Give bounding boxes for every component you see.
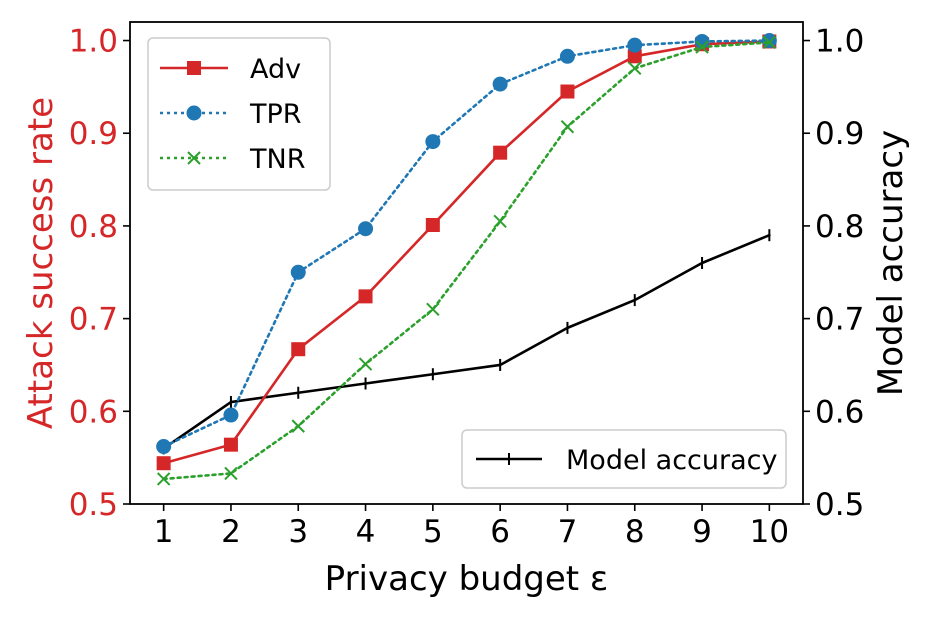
series-model-accuracy bbox=[162, 229, 771, 455]
point-adv bbox=[291, 342, 306, 357]
series-tpr bbox=[156, 33, 777, 455]
point-adv bbox=[358, 289, 373, 304]
point-tnr bbox=[628, 61, 642, 76]
ticks-layer: 1 2 3 4 5 6 7 8 9 10 0.5 0.6 0.7 0.8 0.9 1.0 0.5 0.6 0.7 0.… bbox=[69, 24, 865, 550]
left-y-tick-label: 0.8 bbox=[69, 209, 118, 245]
point-tpr bbox=[761, 33, 777, 49]
x-tick-label: 3 bbox=[288, 514, 308, 550]
x-tick-label: 9 bbox=[692, 514, 712, 550]
legend-box bbox=[461, 429, 787, 489]
left-y-tick-label: 1.0 bbox=[69, 24, 118, 60]
legend-marker-tnr bbox=[187, 151, 201, 165]
series-tnr bbox=[156, 35, 777, 486]
line-model-accuracy bbox=[162, 233, 771, 450]
point-tpr bbox=[694, 33, 710, 49]
point-tpr bbox=[559, 48, 575, 64]
left-y-tick-label: 0.5 bbox=[69, 487, 118, 523]
point-tpr bbox=[156, 439, 172, 455]
point-tpr bbox=[627, 37, 643, 53]
right-y-tick-label: 0.9 bbox=[815, 116, 864, 152]
series-layer bbox=[156, 33, 777, 486]
x-tick-label: 10 bbox=[750, 514, 789, 550]
point-tpr bbox=[358, 221, 374, 237]
legend-model-accuracy: Model accuracy bbox=[461, 429, 787, 489]
x-tick-label: 2 bbox=[221, 514, 241, 550]
plot-frame bbox=[129, 21, 804, 505]
left-y-axis-title: Attack success rate bbox=[21, 97, 61, 429]
right-y-tick-label: 0.6 bbox=[815, 394, 864, 430]
x-tick-label: 4 bbox=[356, 514, 376, 550]
right-y-axis-title: Model accuracy bbox=[871, 130, 911, 396]
legend-box bbox=[147, 37, 331, 191]
legend-label-tpr: TPR bbox=[249, 99, 302, 130]
point-tpr bbox=[492, 76, 508, 92]
legend-marker-tpr bbox=[186, 105, 202, 121]
left-y-tick-label: 0.6 bbox=[69, 394, 118, 430]
legend-label-tnr: TNR bbox=[249, 144, 305, 175]
point-adv bbox=[156, 456, 171, 471]
point-tnr bbox=[358, 357, 373, 371]
right-y-tick-label: 0.7 bbox=[815, 302, 864, 338]
legend-marker-adv bbox=[187, 61, 201, 75]
legend-label-adv: Adv bbox=[250, 54, 301, 85]
line-adv bbox=[162, 40, 771, 465]
point-adv bbox=[627, 49, 642, 64]
x-tick-label: 6 bbox=[490, 514, 510, 550]
right-y-tick-label: 0.5 bbox=[815, 487, 864, 523]
series-adv bbox=[156, 34, 777, 471]
point-tnr bbox=[762, 35, 777, 50]
point-tnr bbox=[695, 40, 709, 54]
point-tpr bbox=[425, 134, 441, 150]
point-adv bbox=[425, 217, 440, 232]
x-tick-label: 8 bbox=[625, 514, 645, 550]
legend-entry-tpr: TPR bbox=[160, 99, 302, 130]
point-adv bbox=[493, 145, 508, 160]
x-tick-label: 1 bbox=[154, 514, 174, 550]
legend-label-model-accuracy: Model accuracy bbox=[566, 445, 777, 476]
point-tnr bbox=[560, 120, 575, 134]
point-tpr bbox=[223, 407, 239, 423]
point-tnr bbox=[291, 419, 305, 433]
point-tnr bbox=[156, 472, 171, 486]
left-y-tick-label: 0.9 bbox=[69, 116, 118, 152]
point-adv bbox=[560, 84, 575, 99]
line-tpr bbox=[162, 39, 771, 448]
right-y-tick-label: 1.0 bbox=[815, 24, 864, 60]
point-adv bbox=[223, 437, 238, 452]
point-tnr bbox=[426, 302, 440, 317]
x-tick-label: 7 bbox=[558, 514, 578, 550]
point-tnr bbox=[224, 466, 238, 481]
x-axis-title: Privacy budget ε bbox=[325, 559, 609, 599]
legend-entry-adv: Adv bbox=[160, 54, 301, 85]
point-tpr bbox=[290, 264, 306, 280]
line-tnr bbox=[162, 41, 771, 481]
right-y-tick-label: 0.8 bbox=[815, 209, 864, 245]
legend-entry-tnr: TNR bbox=[160, 144, 305, 175]
x-tick-label: 5 bbox=[423, 514, 443, 550]
point-tnr bbox=[493, 214, 507, 228]
legend-series: Adv TPR TNR bbox=[147, 37, 331, 191]
left-y-tick-label: 0.7 bbox=[69, 302, 118, 338]
legend-entry-model-accuracy: Model accuracy bbox=[476, 445, 777, 476]
